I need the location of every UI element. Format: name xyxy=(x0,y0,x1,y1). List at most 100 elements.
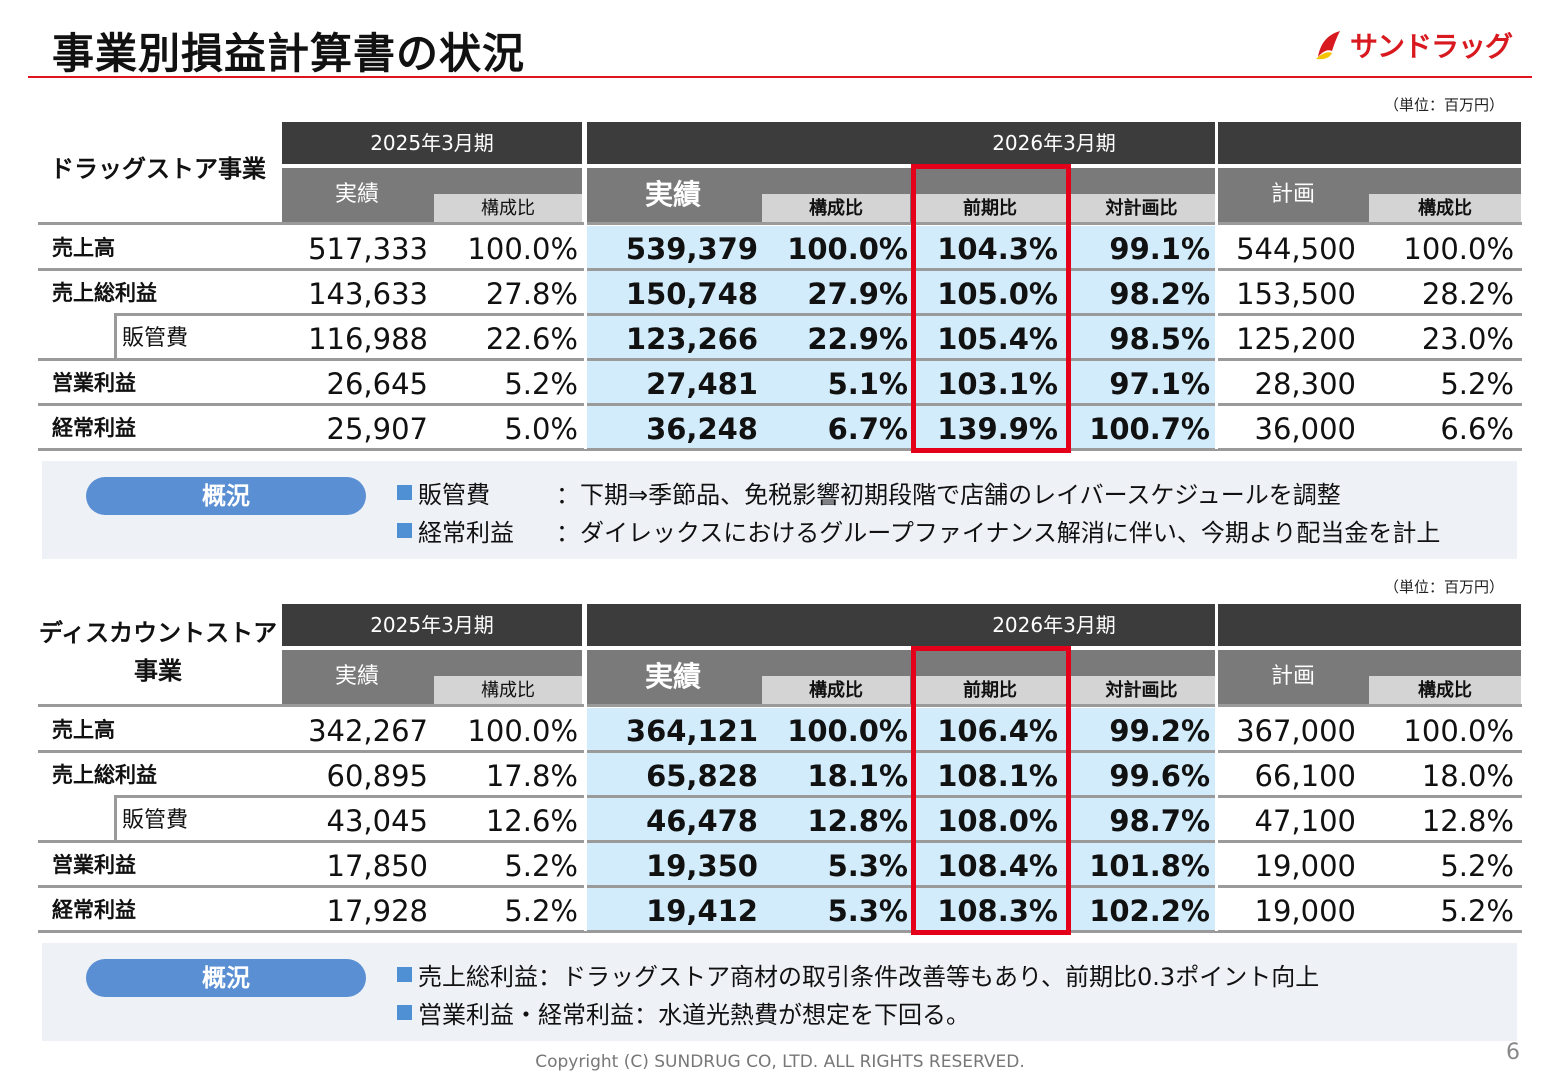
row-rule xyxy=(38,358,1522,361)
row-rule xyxy=(38,403,1522,406)
header-actual-2026: 実績 xyxy=(644,178,701,211)
table-row: 売上総利益 60,895 17.8% 65,828 18.1% 108.1% 99.6% 66… xyxy=(38,753,1522,798)
row-rule xyxy=(114,795,284,798)
cell-ratio-plan: 5.2% xyxy=(1440,849,1514,883)
cell-ratio-2025: 17.8% xyxy=(485,759,578,793)
summary-pill: 概況 xyxy=(86,477,366,515)
unit-label: （単位：百万円） xyxy=(1384,96,1505,114)
cell-ratio-plan: 28.2% xyxy=(1421,277,1514,311)
cell-ratio-2025: 100.0% xyxy=(467,714,578,748)
cell-actual-2025: 517,333 xyxy=(308,232,428,266)
bullet-square-icon xyxy=(397,1005,412,1020)
header-vs-plan: 対計画比 xyxy=(1068,194,1215,222)
segment-label: ドラッグストア事業 xyxy=(50,155,266,183)
cell-vs-plan: 99.1% xyxy=(1109,232,1210,266)
row-label: 営業利益 xyxy=(52,371,136,395)
logo-text: サンドラッグ xyxy=(1350,30,1513,63)
summary-note: 概況 売上総利益 ：ドラッグストア商材の取引条件改善等もあり、前期比0.3ポイント向… xyxy=(42,943,1517,1041)
cell-ratio-2026: 22.9% xyxy=(807,322,908,356)
cell-yoy: 108.4% xyxy=(937,849,1058,883)
cell-ratio-2025: 12.6% xyxy=(485,804,578,838)
summary-text: ：ドラッグストア商材の取引条件改善等もあり、前期比0.3ポイント向上 xyxy=(538,963,1320,991)
header-yoy: 前期比 xyxy=(914,676,1066,704)
table-row: 売上高 517,333 100.0% 539,379 100.0% 104.3% 99.1%… xyxy=(38,226,1522,271)
table-row: 営業利益 26,645 5.2% 27,481 5.1% 103.1% 97.1% 28,30… xyxy=(38,361,1522,406)
cell-ratio-plan: 12.8% xyxy=(1421,804,1514,838)
current-actual-highlight xyxy=(587,708,1215,933)
header-rule xyxy=(38,222,1522,225)
row-rule xyxy=(282,313,1522,316)
cell-ratio-2025: 27.8% xyxy=(485,277,578,311)
cell-plan: 125,200 xyxy=(1236,322,1356,356)
row-label: 売上高 xyxy=(52,236,115,260)
cell-yoy: 105.4% xyxy=(937,322,1058,356)
cell-plan: 66,100 xyxy=(1254,759,1356,793)
summary-key: 営業利益・経常利益 xyxy=(418,1001,634,1029)
cell-yoy: 108.0% xyxy=(937,804,1058,838)
cell-vs-plan: 98.5% xyxy=(1109,322,1210,356)
cell-yoy: 104.3% xyxy=(937,232,1058,266)
header-fy2025-sub xyxy=(282,650,582,704)
cell-plan: 28,300 xyxy=(1254,367,1356,401)
cell-plan: 19,000 xyxy=(1254,849,1356,883)
cell-actual-2026: 27,481 xyxy=(646,367,758,401)
header-ratio-2025: 構成比 xyxy=(434,194,582,222)
header-plan-sub xyxy=(1218,650,1521,704)
header-fy2026: 2026年3月期 xyxy=(587,122,1521,164)
cell-plan: 544,500 xyxy=(1236,232,1356,266)
cell-plan: 153,500 xyxy=(1236,277,1356,311)
header-fy2026: 2026年3月期 xyxy=(587,604,1521,646)
cell-yoy: 108.1% xyxy=(937,759,1058,793)
summary-pill: 概況 xyxy=(86,959,366,997)
yoy-highlight-box xyxy=(911,646,1071,935)
header-fy2026-sub xyxy=(587,168,1215,222)
table-row: 販管費 43,045 12.6% 46,478 12.8% 108.0% 98.7% 47,1… xyxy=(38,798,1522,843)
cell-ratio-2026: 12.8% xyxy=(807,804,908,838)
bullet-square-icon xyxy=(397,523,412,538)
cell-vs-plan: 100.7% xyxy=(1089,412,1210,446)
cell-ratio-plan: 18.0% xyxy=(1421,759,1514,793)
row-label: 経常利益 xyxy=(52,898,136,922)
cell-actual-2026: 19,350 xyxy=(646,849,758,883)
table-row: 経常利益 17,928 5.2% 19,412 5.3% 108.3% 102.2% 19,0… xyxy=(38,888,1522,933)
header-ratio-2026: 構成比 xyxy=(762,194,910,222)
table-row: 売上高 342,267 100.0% 364,121 100.0% 106.4% 99.2%… xyxy=(38,708,1522,753)
row-rule xyxy=(38,930,1522,933)
header-fy2025-sub xyxy=(282,168,582,222)
column-divider xyxy=(584,122,587,449)
header-ratio-2026: 構成比 xyxy=(762,676,910,704)
summary-line: 営業利益・経常利益 ：水道光熱費が想定を下回る。 xyxy=(397,995,970,1030)
cell-ratio-2025: 22.6% xyxy=(485,322,578,356)
header-rule xyxy=(38,704,1522,707)
cell-actual-2026: 19,412 xyxy=(646,894,758,928)
cell-ratio-2026: 100.0% xyxy=(787,714,908,748)
summary-text: ：ダイレックスにおけるグループファイナンス解消に伴い、今期より配当金を計上 xyxy=(556,519,1441,547)
cell-vs-plan: 101.8% xyxy=(1089,849,1210,883)
cell-actual-2026: 123,266 xyxy=(625,322,758,356)
header-fy2025: 2025年3月期 xyxy=(282,604,582,646)
cell-actual-2025: 60,895 xyxy=(326,759,428,793)
cell-ratio-2026: 18.1% xyxy=(807,759,908,793)
cell-vs-plan: 97.1% xyxy=(1109,367,1210,401)
title-underline xyxy=(28,76,1532,78)
yoy-highlight-box xyxy=(911,164,1071,453)
cell-plan: 19,000 xyxy=(1254,894,1356,928)
cell-yoy: 105.0% xyxy=(937,277,1058,311)
cell-ratio-2025: 5.0% xyxy=(504,412,578,446)
cell-vs-plan: 98.7% xyxy=(1109,804,1210,838)
row-rule xyxy=(38,448,1522,451)
cell-ratio-2026: 100.0% xyxy=(787,232,908,266)
cell-plan: 367,000 xyxy=(1236,714,1356,748)
current-actual-highlight xyxy=(587,226,1215,451)
header-plan-sub xyxy=(1218,168,1521,222)
cell-yoy: 106.4% xyxy=(937,714,1058,748)
row-label: 売上総利益 xyxy=(52,281,157,305)
header-actual-2025: 実績 xyxy=(334,664,379,689)
summary-line: 販管費 ：下期⇒季節品、免税影響初期段階で店舗のレイバースケジュールを調整 xyxy=(397,475,1341,510)
header-plan: 計画 xyxy=(1270,182,1315,207)
summary-key: 販管費 xyxy=(418,481,490,509)
summary-line: 売上総利益 ：ドラッグストア商材の取引条件改善等もあり、前期比0.3ポイント向上 xyxy=(397,957,1319,992)
table-row: 経常利益 25,907 5.0% 36,248 6.7% 139.9% 100.7% 36,0… xyxy=(38,406,1522,451)
summary-note: 概況 販管費 ：下期⇒季節品、免税影響初期段階で店舗のレイバースケジュールを調整 経常… xyxy=(42,461,1517,559)
cell-ratio-plan: 5.2% xyxy=(1440,367,1514,401)
